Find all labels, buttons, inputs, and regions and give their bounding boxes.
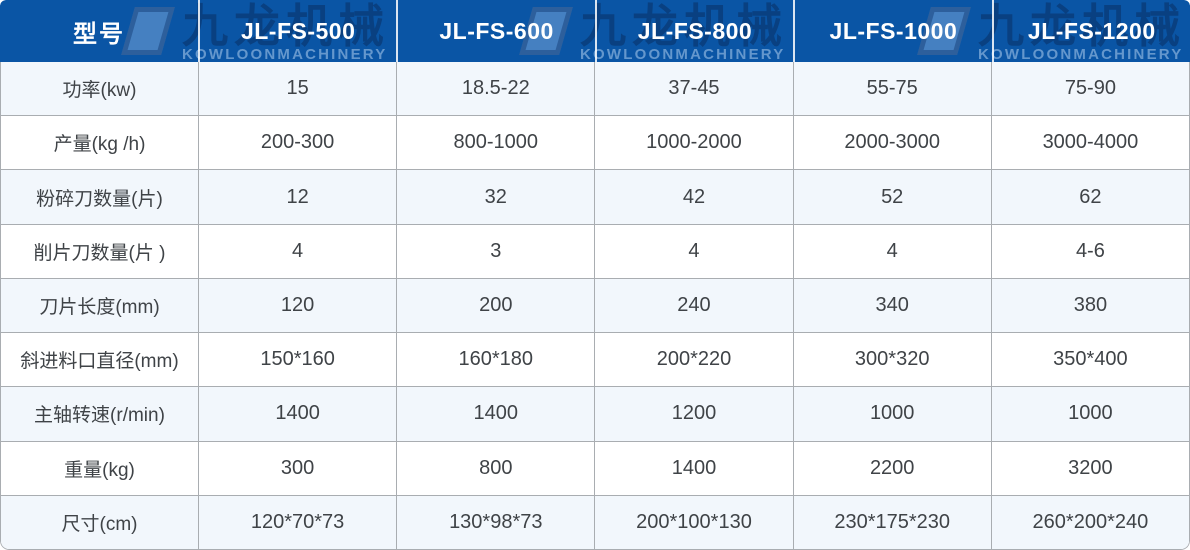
row-label: 尺寸(cm) [61,513,138,535]
table-row: 功率(kw) 15 18.5-22 37-45 55-75 75-90 [1,62,1189,116]
model-header-cell: JL-FS-800 [594,0,793,62]
spec-value-cell: 1400 [396,387,594,441]
table-row: 产量(kg /h) 200-300 800-1000 1000-2000 2000-30… [1,115,1189,170]
spec-value-cell: 18.5-22 [396,62,594,116]
spec-value-cell: 37-45 [594,62,792,116]
spec-value-cell: 2200 [792,441,991,495]
row-label: 产量(kg /h) [53,134,146,156]
spec-value-cell: 4 [792,224,991,278]
row-label: 斜进料口直径(mm) [20,351,179,373]
spec-value-cell: 120 [198,278,396,333]
spec-value-cell: 4 [594,224,792,278]
spec-value-cell: 1000 [990,387,1189,441]
row-label: 刀片长度(mm) [39,296,160,318]
spec-value-cell: 340 [792,278,991,333]
row-label: 削片刀数量(片 ) [33,242,166,264]
spec-value-cell: 150*160 [198,333,396,387]
spec-value-cell: 380 [990,278,1189,333]
spec-value-cell: 62 [990,170,1189,224]
table-row: 粉碎刀数量(片) 12 32 42 52 62 [1,169,1189,224]
spec-value-cell: 3 [396,224,594,278]
model-header-cell: JL-FS-600 [396,0,594,62]
spec-value-cell: 1200 [594,387,792,441]
spec-value-cell: 42 [594,170,792,224]
spec-value-cell: 2000-3000 [792,116,991,170]
table-row: 尺寸(cm) 120*70*73 130*98*73 200*100*130 230*1… [1,494,1189,549]
spec-value-cell: 1000 [792,387,991,441]
table-header: 型号 JL-FS-500 JL-FS-600 JL-FS-800 JL-FS-1… [0,0,1190,62]
spec-value-cell: 260*200*240 [990,495,1189,549]
spec-value-cell: 1400 [198,387,396,441]
spec-value-cell: 130*98*73 [396,495,594,549]
spec-value-cell: 200-300 [198,116,396,170]
table-row: 重量(kg) 300 800 1400 2200 3200 [1,440,1189,495]
table-row: 刀片长度(mm) 120 200 240 340 380 [1,277,1189,333]
spec-value-cell: 3200 [990,441,1189,495]
spec-value-cell: 300 [198,441,396,495]
row-label: 功率(kw) [62,80,137,102]
spec-value-cell: 240 [594,278,792,333]
model-header-cell: JL-FS-1200 [991,0,1190,62]
row-label: 重量(kg) [64,459,135,481]
spec-value-cell: 4-6 [990,224,1189,278]
spec-value-cell: 800-1000 [396,116,594,170]
table-body: 功率(kw) 15 18.5-22 37-45 55-75 75-90 产量(kg /h) 2… [0,62,1190,550]
spec-value-cell: 120*70*73 [198,495,396,549]
spec-value-cell: 200*100*130 [594,495,792,549]
spec-value-cell: 230*175*230 [792,495,991,549]
spec-value-cell: 800 [396,441,594,495]
row-label: 主轴转速(r/min) [34,405,165,427]
spec-value-cell: 350*400 [990,333,1189,387]
spec-value-cell: 1000-2000 [594,116,792,170]
row-label: 粉碎刀数量(片) [36,188,163,210]
spec-value-cell: 3000-4000 [990,116,1189,170]
spec-value-cell: 52 [792,170,991,224]
table-row: 斜进料口直径(mm) 150*160 160*180 200*220 300*320 35… [1,332,1189,387]
spec-value-cell: 55-75 [792,62,991,116]
spec-value-cell: 1400 [594,441,792,495]
table-row: 主轴转速(r/min) 1400 1400 1200 1000 1000 [1,386,1189,441]
spec-value-cell: 160*180 [396,333,594,387]
model-header-cell: JL-FS-1000 [793,0,991,62]
corner-header-cell: 型号 [73,20,125,48]
spec-value-cell: 15 [198,62,396,116]
spec-value-cell: 75-90 [990,62,1189,116]
spec-value-cell: 200*220 [594,333,792,387]
spec-value-cell: 4 [198,224,396,278]
spec-value-cell: 12 [198,170,396,224]
table-row: 削片刀数量(片 ) 4 3 4 4 4-6 [1,223,1189,278]
spec-value-cell: 300*320 [792,333,991,387]
spec-value-cell: 32 [396,170,594,224]
model-header-cell: JL-FS-500 [198,0,396,62]
spec-value-cell: 200 [396,278,594,333]
